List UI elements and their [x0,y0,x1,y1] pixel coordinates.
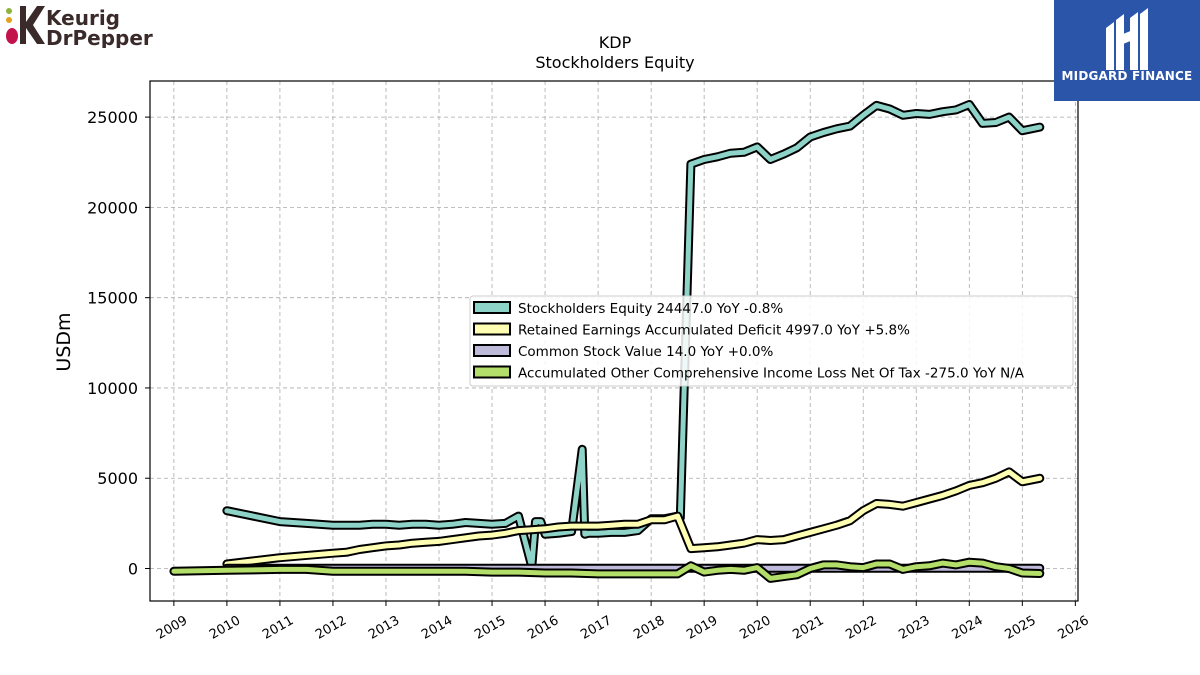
legend-label-3: Accumulated Other Comprehensive Income L… [518,366,1025,382]
x-tick-label: 2016 [525,613,561,643]
midgard-finance-text: MIDGARD FINANCE [1061,69,1193,83]
legend-swatch-2 [473,344,511,357]
x-tick-label: 2026 [1056,613,1092,643]
midgard-finance-logo: MIDGARD FINANCE [1054,0,1200,101]
y-tick-label: 0 [128,560,138,579]
y-tick-label: 25000 [87,108,138,127]
y-axis-label: USDm [53,312,75,371]
logo-k-mark-icon [20,6,45,44]
logo-dot-orange-icon [6,17,12,23]
series-line-3 [171,559,1043,581]
y-tick-label: 15000 [87,289,138,308]
y-axis-ticks: 0 5000 10000 15000 20000 25000 [87,108,150,579]
x-tick-label: 2025 [1002,613,1038,643]
legend-swatch-0 [473,301,511,314]
x-tick-label: 2017 [578,613,614,643]
x-tick-label: 2022 [843,613,879,643]
logo-word-drpepper: DrPepper [46,26,153,48]
midgard-mark-icon [1106,8,1148,70]
y-tick-label: 20000 [87,198,138,217]
x-axis-ticks: 2009 2010 2011 2012 2013 2014 2015 2016 2017 2018… [154,601,1092,643]
logo-dot-green-icon [6,8,12,14]
legend-swatch-3 [473,365,511,379]
x-tick-label: 2012 [313,613,349,643]
x-tick-label: 2010 [207,613,243,643]
y-tick-label: 10000 [87,379,138,398]
chart-subtitle: Stockholders Equity [535,53,694,72]
x-tick-label: 2020 [737,613,773,643]
x-tick-label: 2015 [472,613,508,643]
x-tick-label: 2021 [790,613,826,643]
series-lines [169,100,1045,583]
x-tick-label: 2014 [419,613,455,643]
x-tick-label: 2011 [260,613,296,643]
legend-swatch-1 [473,322,511,336]
plot-frame [149,80,1079,602]
legend-label-0: Stockholders Equity 24447.0 YoY -0.8% [518,301,783,317]
legend-label-1: Retained Earnings Accumulated Deficit 49… [518,323,910,339]
x-tick-label: 2024 [949,613,985,643]
x-tick-label: 2018 [631,613,667,643]
x-tick-label: 2013 [366,613,402,643]
y-tick-label: 5000 [97,469,138,488]
legend-box [469,295,1074,387]
series-line-1 [224,469,1043,567]
logo-drop-icon [6,28,18,44]
legend: Stockholders Equity 24447.0 YoY -0.8% Ret… [469,295,1074,387]
keurig-dr-pepper-logo: Keurig DrPepper [4,4,164,50]
x-tick-label: 2019 [684,613,720,643]
x-tick-label: 2009 [154,613,190,643]
legend-label-2: Common Stock Value 14.0 YoY +0.0% [518,344,773,360]
x-tick-label: 2023 [896,613,932,643]
chart-title: KDP [599,33,632,52]
logo-word-keurig: Keurig [46,6,120,30]
